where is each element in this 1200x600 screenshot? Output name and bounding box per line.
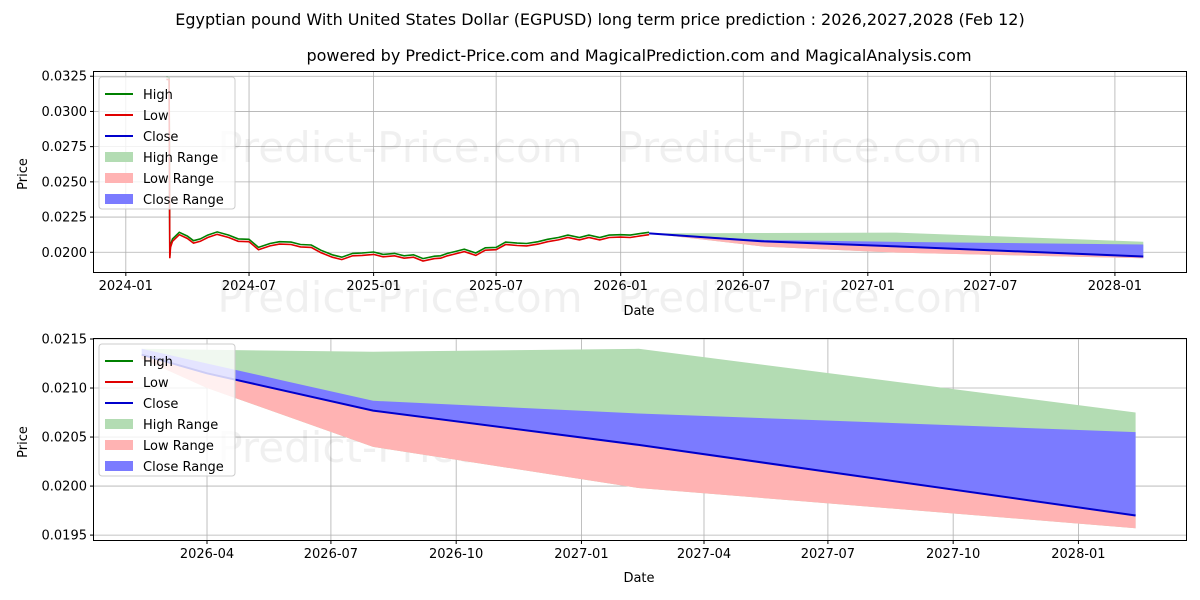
bottom-x-tick-label: 2026-07: [304, 547, 358, 562]
chart-subtitle: powered by Predict-Price.com and Magical…: [306, 46, 971, 65]
top-legend-label: Close: [143, 130, 178, 145]
bottom-close-range-band: [141, 348, 1136, 516]
high-range-swatch-icon: [105, 419, 133, 429]
top-y-tick-label: 0.0225: [42, 211, 88, 226]
bottom-x-tick-label: 2027-07: [801, 547, 855, 562]
top-chart-panel: Predict-Price.com Predict-Price.com Predic…: [16, 70, 1187, 322]
top-legend-label: High: [143, 88, 173, 103]
top-y-tick-label: 0.0250: [42, 175, 88, 190]
top-y-tick-label: 0.0300: [42, 105, 88, 120]
bottom-y-tick-label: 0.0205: [42, 431, 88, 446]
top-y-tick-label: 0.0325: [42, 70, 88, 85]
close-range-swatch-icon: [105, 194, 133, 204]
top-x-tick-label: 2025-01: [346, 279, 400, 294]
bottom-low-range-band: [141, 354, 1136, 529]
bottom-x-tick-label: 2027-10: [926, 547, 980, 562]
bottom-legend-label: Close Range: [143, 460, 224, 475]
top-legend-label: High Range: [143, 151, 218, 166]
top-y-axis-label: Price: [16, 158, 31, 190]
bottom-x-axis-label: Date: [623, 571, 654, 586]
top-x-tick-label: 2025-07: [469, 279, 523, 294]
top-watermark: Predict-Price.com: [617, 273, 982, 322]
bottom-legend-label: Low Range: [143, 439, 214, 454]
top-y-tick-label: 0.0275: [42, 140, 88, 155]
bottom-y-axis-label: Price: [16, 426, 31, 458]
bottom-x-tick-label: 2028-01: [1051, 547, 1105, 562]
bottom-x-tick-label: 2026-10: [429, 547, 483, 562]
bottom-x-tick-label: 2026-04: [180, 547, 234, 562]
top-x-tick-label: 2027-07: [963, 279, 1017, 294]
top-watermark: Predict-Price.com: [217, 123, 582, 172]
top-legend-label: Low: [143, 109, 169, 124]
top-legend: High Low Close High Range Low Range Close Ran…: [98, 76, 236, 210]
top-y-tick-label: 0.0200: [42, 246, 88, 261]
bottom-x-tick-label: 2027-01: [554, 547, 608, 562]
bottom-legend-label: High: [143, 355, 173, 370]
top-history-high-line: [166, 76, 650, 260]
top-plot-frame: [93, 71, 1187, 273]
top-x-tick-label: 2026-07: [716, 279, 770, 294]
bottom-legend-label: Low: [143, 376, 169, 391]
bottom-x-tick-label: 2027-04: [677, 547, 731, 562]
bottom-y-tick-label: 0.0195: [42, 529, 88, 544]
top-watermark: Predict-Price.com: [217, 273, 582, 322]
top-x-tick-label: 2027-01: [841, 279, 895, 294]
top-x-tick-label: 2024-07: [222, 279, 276, 294]
bottom-legend-label: Close: [143, 397, 178, 412]
bottom-y-tick-label: 0.0200: [42, 480, 88, 495]
bottom-plot-frame: [93, 338, 1187, 541]
top-legend-label: Close Range: [143, 193, 224, 208]
top-history-low-line: [166, 78, 650, 262]
top-x-tick-label: 2024-01: [99, 279, 153, 294]
chart-title: Egyptian pound With United States Dollar…: [175, 10, 1024, 29]
top-legend-label: Low Range: [143, 172, 214, 187]
bottom-legend: High Low Close High Range Low Range Close Ran…: [98, 343, 236, 477]
low-range-swatch-icon: [105, 173, 133, 183]
bottom-y-tick-label: 0.0215: [42, 333, 88, 348]
top-watermark: Predict-Price.com: [617, 123, 982, 172]
top-x-tick-label: 2028-01: [1088, 279, 1142, 294]
top-x-tick-label: 2026-01: [594, 279, 648, 294]
close-range-swatch-icon: [105, 461, 133, 471]
top-prediction-close-line: [649, 232, 1144, 258]
bottom-legend-label: High Range: [143, 418, 218, 433]
top-x-axis-label: Date: [623, 304, 654, 319]
low-range-swatch-icon: [105, 440, 133, 450]
high-range-swatch-icon: [105, 152, 133, 162]
bottom-y-tick-label: 0.0210: [42, 382, 88, 397]
